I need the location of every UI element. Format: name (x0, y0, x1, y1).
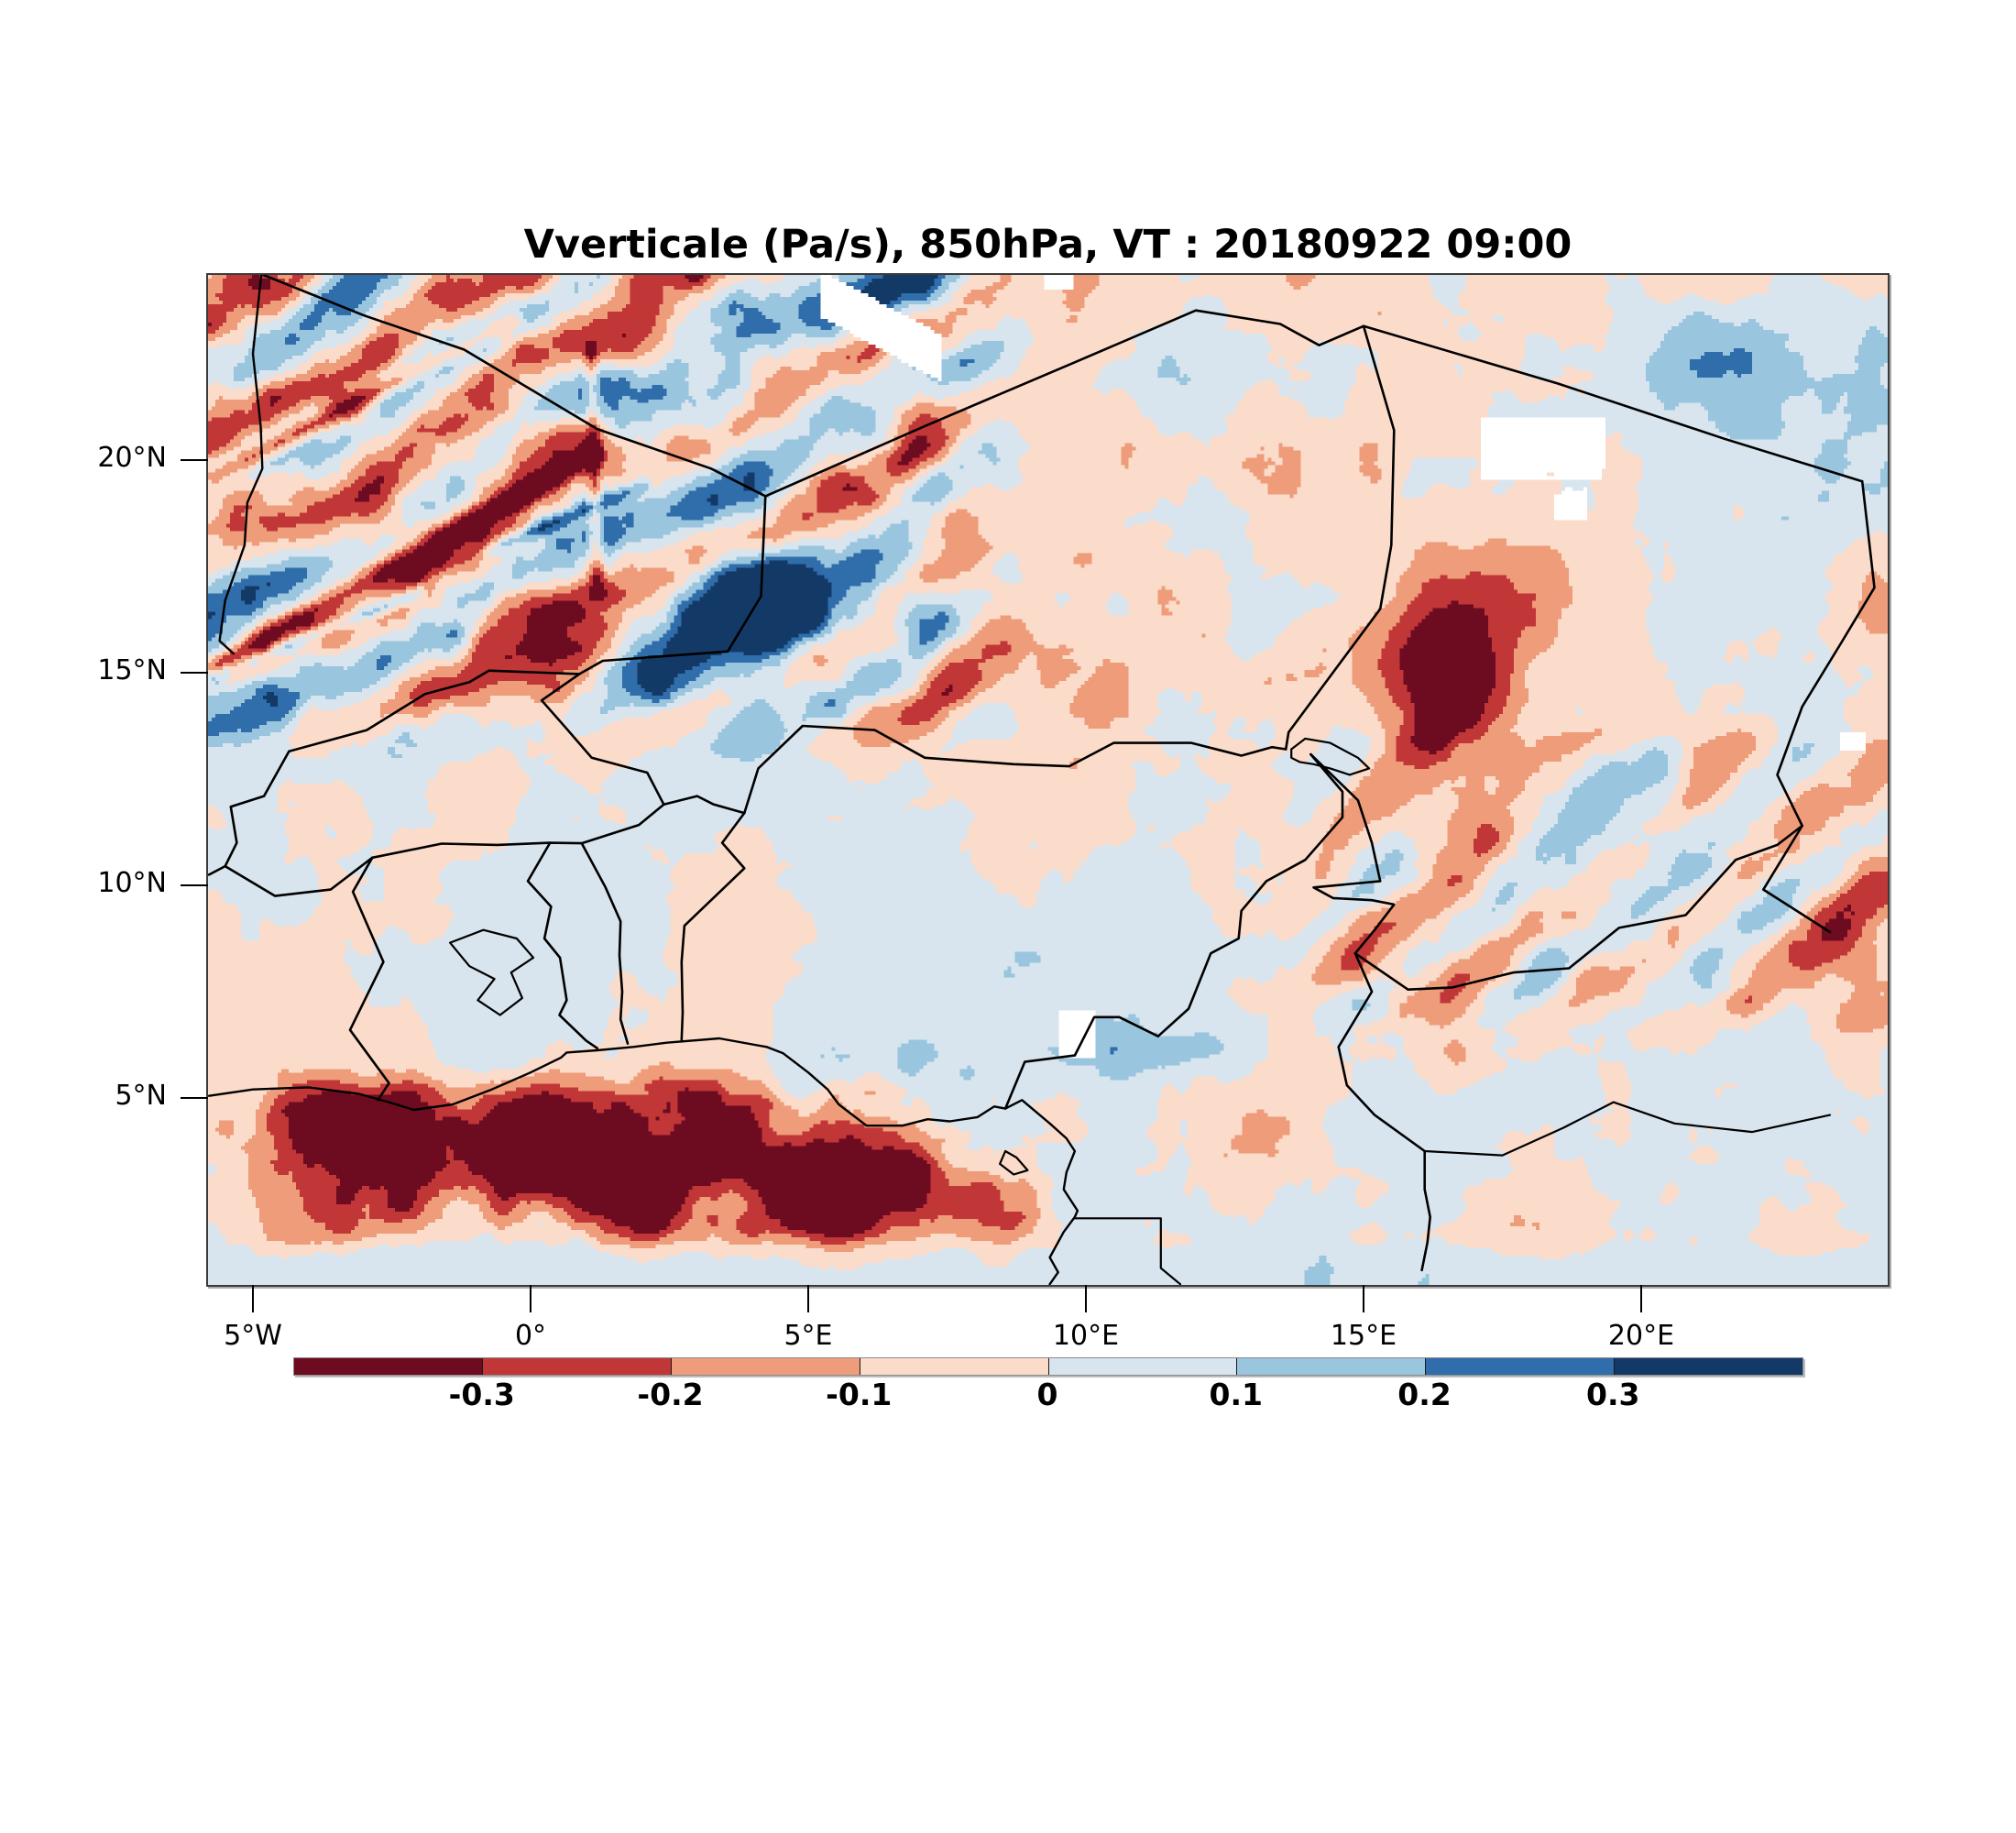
colorbar-tick-label: 0.1 (1209, 1377, 1263, 1412)
border-line (224, 669, 581, 868)
x-tick (1640, 1285, 1642, 1312)
border-line (1073, 1217, 1182, 1285)
y-tick (181, 672, 208, 674)
border-line (742, 724, 1287, 815)
border-line (208, 1037, 1079, 1285)
border-line (577, 495, 767, 675)
y-tick (181, 884, 208, 886)
colorbar-tick-label: -0.2 (637, 1377, 704, 1412)
border-line (449, 928, 535, 1016)
x-tick-label: 20°E (1607, 1320, 1675, 1352)
y-tick (181, 1097, 208, 1099)
colorbar-segment (1236, 1358, 1426, 1375)
colorbar-segment (1614, 1358, 1802, 1375)
y-tick-label: 20°N (97, 442, 167, 474)
y-tick-label: 5°N (115, 1080, 167, 1112)
x-tick (1363, 1285, 1364, 1312)
colorbar-segment (670, 1358, 860, 1375)
x-tick-label: 10°E (1052, 1320, 1120, 1352)
border-line (998, 1149, 1029, 1176)
y-tick-label: 10°N (97, 867, 167, 899)
x-tick (252, 1285, 254, 1312)
chart-title: Vverticale (Pa/s), 850hPa, VT : 20180922… (523, 222, 1572, 268)
border-line (348, 856, 390, 1102)
border-line (1309, 752, 1396, 955)
country-borders-overlay (208, 275, 1876, 1285)
border-line (1003, 752, 1344, 1110)
x-tick (807, 1285, 809, 1312)
border-line (208, 803, 665, 897)
x-tick-label: 0° (514, 1320, 547, 1352)
x-tick-label: 5°W (224, 1320, 282, 1352)
colorbar-segment (1047, 1358, 1237, 1375)
border-line (1337, 951, 1431, 1272)
x-tick (1085, 1285, 1087, 1312)
colorbar-tick-label: 0 (1036, 1377, 1058, 1412)
colorbar-tick-label: 0.2 (1397, 1377, 1452, 1412)
border-line (1762, 479, 1876, 934)
border-line (680, 811, 746, 1041)
vertical-velocity-field (208, 275, 1888, 1285)
colorbar-segment (1425, 1358, 1615, 1375)
border-line (663, 795, 746, 815)
y-tick (181, 459, 208, 461)
border-line (260, 275, 767, 498)
border-line (1194, 309, 1365, 346)
border-line (540, 673, 665, 807)
border-line (763, 309, 1198, 498)
colorbar (293, 1357, 1803, 1376)
border-line (1284, 324, 1396, 751)
map-plot-area (206, 273, 1890, 1287)
x-tick (530, 1285, 531, 1312)
colorbar-tick-label: -0.1 (826, 1377, 893, 1412)
x-tick-label: 15°E (1330, 1320, 1397, 1352)
border-line (526, 841, 599, 1050)
x-tick-label: 5°E (783, 1320, 833, 1352)
colorbar-segment (294, 1358, 482, 1375)
border-line (1290, 737, 1371, 776)
border-line (1353, 824, 1803, 992)
colorbar-segment (859, 1358, 1048, 1375)
border-line (1362, 324, 1864, 483)
border-line (218, 275, 264, 655)
colorbar-segment (481, 1358, 671, 1375)
colorbar-tick-label: 0.3 (1586, 1377, 1640, 1412)
colorbar-tick-label: -0.3 (448, 1377, 515, 1412)
border-line (1423, 1101, 1832, 1157)
y-tick-label: 15°N (97, 654, 167, 686)
border-line (580, 841, 630, 1045)
